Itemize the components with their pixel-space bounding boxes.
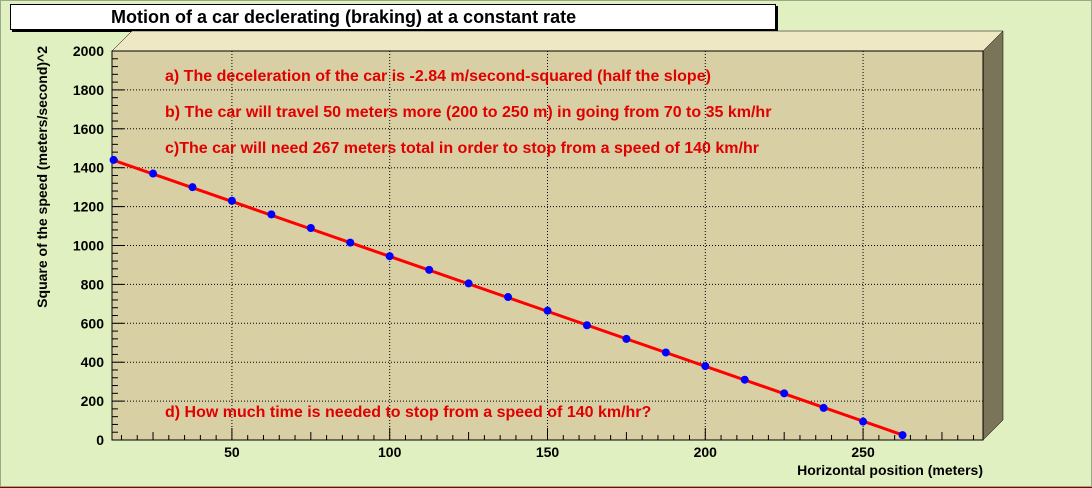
- data-point: [346, 238, 355, 247]
- y-tick-label: 1400: [73, 160, 104, 176]
- x-tick-label: 200: [694, 444, 718, 460]
- frame-top: [111, 30, 1004, 52]
- plot-border: [111, 50, 984, 441]
- data-point: [819, 403, 828, 412]
- data-point: [780, 389, 789, 398]
- y-tick-label: 0: [96, 432, 104, 448]
- data-point: [149, 169, 158, 178]
- data-point: [385, 252, 394, 261]
- y-tick-label: 600: [81, 315, 105, 331]
- frame-right: [982, 30, 1004, 441]
- data-point: [543, 306, 552, 315]
- y-tick-label: 800: [81, 276, 105, 292]
- data-point: [859, 417, 868, 426]
- data-point: [188, 183, 197, 192]
- annotation-d: d) How much time is needed to stop from …: [165, 404, 651, 421]
- data-point: [227, 196, 236, 205]
- data-point: [425, 265, 434, 274]
- data-point: [622, 334, 631, 343]
- x-tick-label: 100: [378, 444, 402, 460]
- data-point: [464, 279, 473, 288]
- data-point: [740, 375, 749, 384]
- annotation-b: b) The car will travel 50 meters more (2…: [165, 104, 771, 121]
- data-point: [109, 155, 118, 164]
- y-tick-label: 400: [81, 354, 105, 370]
- y-tick-label: 200: [81, 393, 105, 409]
- data-point: [267, 210, 276, 219]
- data-point: [898, 431, 907, 440]
- data-point: [306, 223, 315, 232]
- y-tick-label: 1800: [73, 82, 104, 98]
- y-axis-title: Square of the speed (meters/second)^2: [34, 46, 50, 308]
- x-tick-label: 50: [224, 444, 240, 460]
- y-tick-label: 1000: [73, 238, 104, 254]
- x-tick-label: 250: [851, 444, 875, 460]
- annotation-a: a) The deceleration of the car is -2.84 …: [165, 68, 711, 85]
- y-tick-label: 2000: [73, 43, 104, 59]
- grid: [112, 51, 983, 440]
- x-tick-label: 150: [536, 444, 560, 460]
- y-tick-label: 1600: [73, 121, 104, 137]
- data-point: [701, 362, 710, 371]
- x-axis-title: Horizontal position (meters): [797, 462, 983, 478]
- data-point: [582, 321, 591, 330]
- data-point: [504, 293, 513, 302]
- chart-title: Motion of a car declerating (braking) at…: [10, 4, 776, 30]
- annotation-c: c)The car will need 267 meters total in …: [165, 140, 759, 157]
- data-point: [661, 348, 670, 357]
- y-tick-label: 1200: [73, 199, 104, 215]
